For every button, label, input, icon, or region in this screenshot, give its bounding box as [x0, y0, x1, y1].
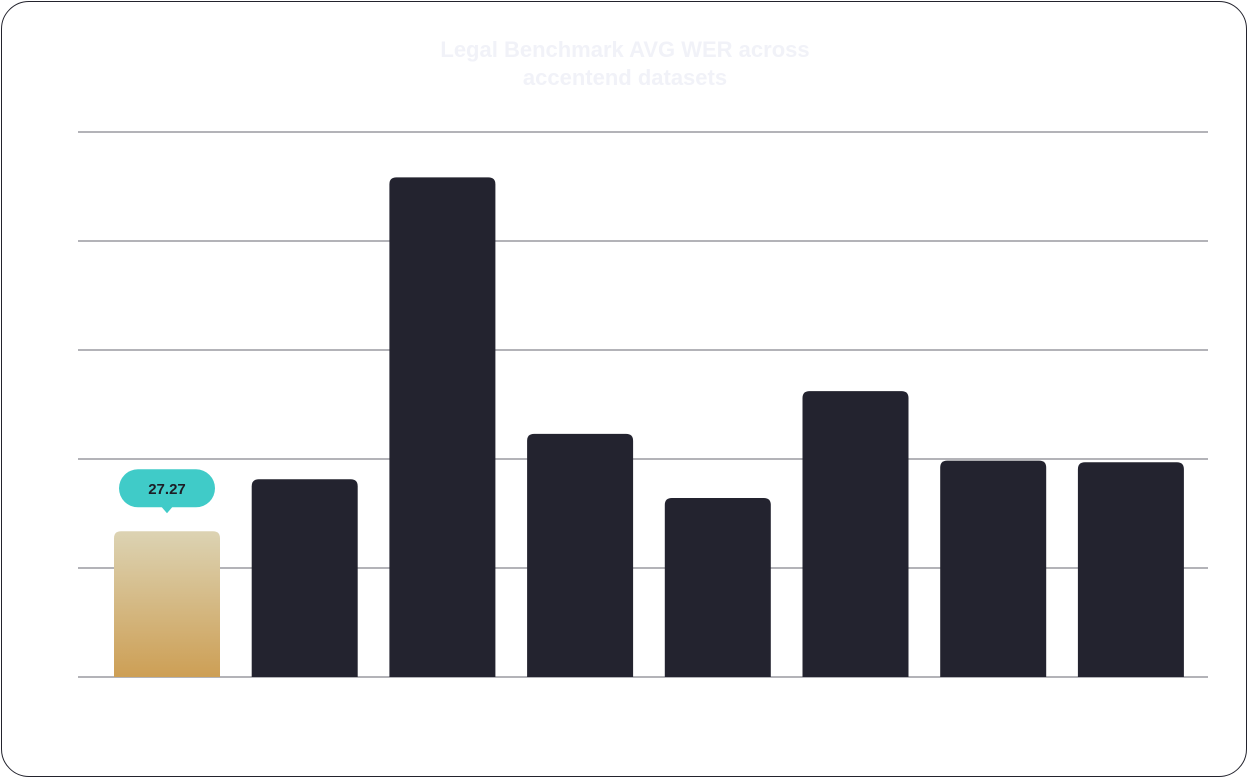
- data-labels: 27.27: [119, 469, 215, 514]
- bar[interactable]: [664, 498, 771, 677]
- data-label: 27.27: [148, 481, 186, 498]
- bar[interactable]: [802, 391, 909, 677]
- value-badge-bubble: [119, 469, 215, 508]
- bars: [114, 177, 1184, 677]
- bar[interactable]: [389, 177, 496, 677]
- bar[interactable]: [251, 479, 358, 677]
- value-badge-pointer: [161, 506, 173, 514]
- bar[interactable]: [940, 460, 1047, 677]
- chart-title-line-2: accentend datasets: [522, 65, 728, 90]
- value-badge: 27.27: [119, 469, 215, 514]
- chart-title-line-1: Legal Benchmark AVG WER across: [440, 37, 810, 62]
- bar[interactable]: [527, 433, 634, 677]
- bar[interactable]: [1077, 462, 1184, 677]
- chart-title: Legal Benchmark AVG WER across accentend…: [0, 36, 1250, 92]
- bar-highlighted[interactable]: [114, 531, 220, 677]
